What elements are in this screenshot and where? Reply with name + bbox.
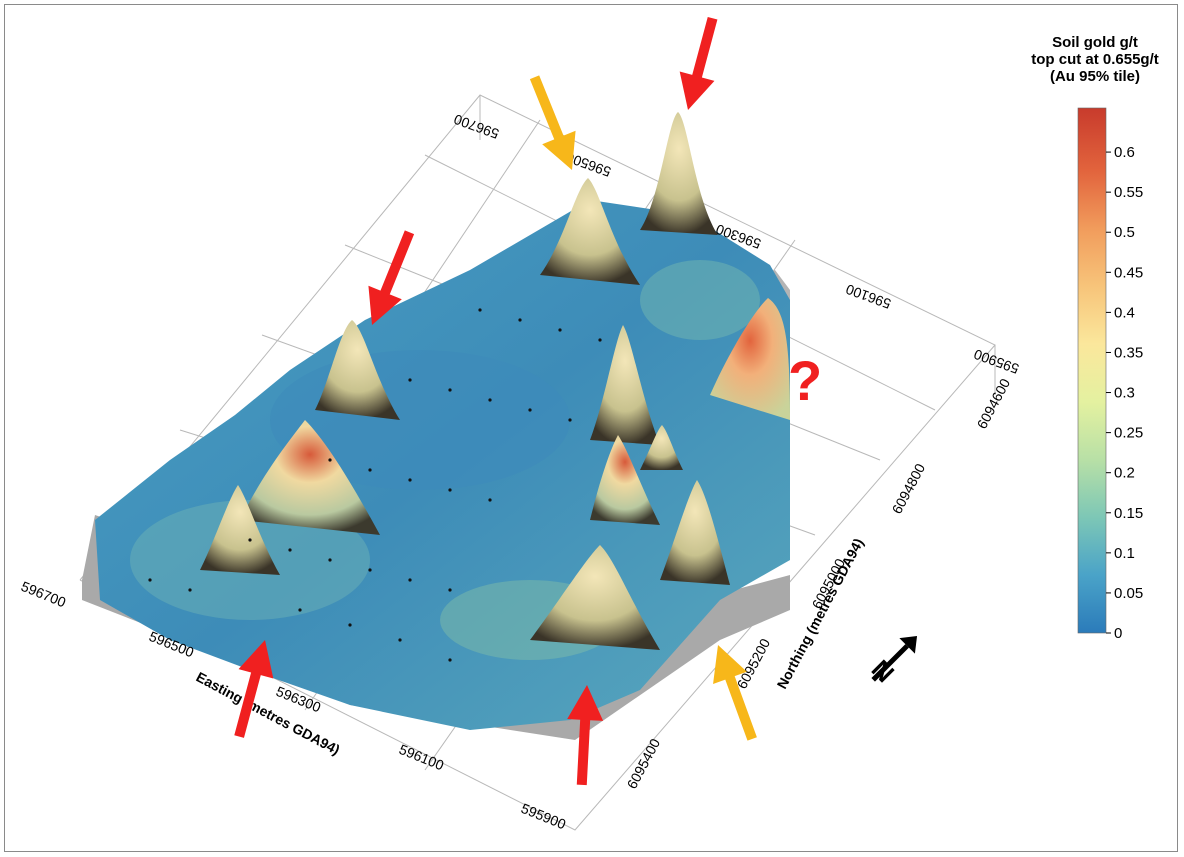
northing-tick-4: 6095400 xyxy=(624,736,664,792)
peak-east xyxy=(710,298,790,420)
red-arrow-bottom xyxy=(567,685,604,786)
question-mark: ? xyxy=(788,349,822,412)
colorbar-tick-label: 0 xyxy=(1114,625,1122,642)
red-arrow-bottom-left xyxy=(234,640,274,738)
yellow-arrow-bottom xyxy=(713,645,757,741)
colorbar-tick-label: 0.35 xyxy=(1114,344,1143,361)
easting-tick-0: 596700 xyxy=(19,578,69,610)
peak-south-east xyxy=(660,480,730,585)
peak-center-south xyxy=(590,435,660,525)
peak-south-west xyxy=(240,420,380,535)
colorbar-tick-label: 0.2 xyxy=(1114,465,1135,482)
colorbar-title-line-3: (Au 95% tile) xyxy=(1049,68,1140,85)
peak-north xyxy=(640,112,718,235)
colorbar-title: Soil gold g/t top cut at 0.655g/t (Au 95… xyxy=(1010,34,1180,85)
colorbar-gradient xyxy=(1077,107,1107,634)
colorbar-title-line-1: Soil gold g/t xyxy=(1052,34,1138,51)
figure-frame xyxy=(4,4,1178,852)
peak-west xyxy=(315,320,400,420)
surface xyxy=(95,112,790,730)
peak-south-west-2 xyxy=(200,485,280,575)
peak-south xyxy=(530,545,660,650)
colorbar-tick-label: 0.6 xyxy=(1114,144,1135,161)
back-tick-3: 596100 xyxy=(843,281,893,312)
colorbar-tick-label: 0.55 xyxy=(1114,184,1143,201)
back-tick-0: 596700 xyxy=(451,111,501,142)
colorbar: 0 0.05 0.1 0.15 0.2 0.25 0.3 0.35 0.4 0.45 0.5 0.55… xyxy=(1077,107,1143,642)
peak-north-west xyxy=(540,178,640,285)
yellow-arrow-top xyxy=(529,75,576,170)
colorbar-tick-label: 0.4 xyxy=(1114,304,1135,321)
northing-tick-3: 6095200 xyxy=(734,636,774,692)
colorbar-title-line-2: top cut at 0.655g/t xyxy=(1031,51,1159,68)
easting-tick-4: 595900 xyxy=(519,800,569,832)
peak-center xyxy=(590,325,660,445)
north-arrow-icon: N xyxy=(866,635,918,688)
annotation-arrows xyxy=(234,16,757,786)
colorbar-tick-label: 0.05 xyxy=(1114,585,1143,602)
colorbar-tick-label: 0.5 xyxy=(1114,224,1135,241)
northing-tick-1: 6094800 xyxy=(889,461,929,517)
peak-small xyxy=(640,425,683,470)
back-tick-4: 595900 xyxy=(971,346,1021,377)
easting-tick-3: 596100 xyxy=(397,741,447,773)
red-arrow-left xyxy=(368,230,415,325)
colorbar-tick-label: 0.45 xyxy=(1114,264,1143,281)
colorbar-tick-label: 0.3 xyxy=(1114,385,1135,402)
colorbar-tick-label: 0.15 xyxy=(1114,505,1143,522)
northing-tick-0: 6094600 xyxy=(974,376,1014,432)
red-arrow-top xyxy=(679,16,718,110)
colorbar-tick-label: 0.1 xyxy=(1114,545,1135,562)
colorbar-tick-label: 0.25 xyxy=(1114,425,1143,442)
